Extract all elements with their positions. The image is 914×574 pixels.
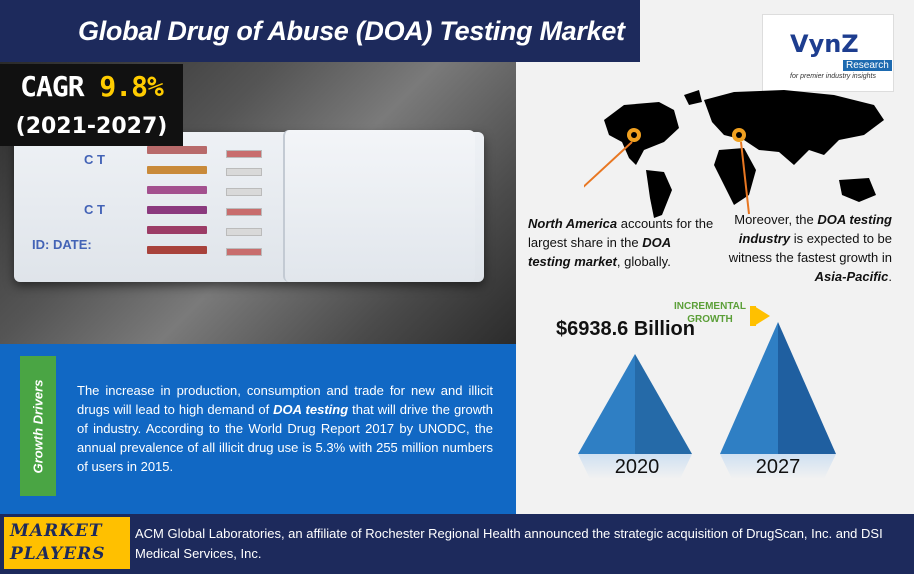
na-text-1: accounts for the largest share in the <box>528 216 714 250</box>
market-players-box <box>4 517 130 569</box>
cagr-prefix: CAGR <box>20 70 84 103</box>
growth-triangles <box>578 322 836 479</box>
triangle-2020 <box>578 354 692 479</box>
incremental-arrow-base <box>750 306 756 326</box>
cassette-mark: C T <box>84 202 105 217</box>
cagr-period: (2021-2027) <box>15 114 168 139</box>
test-line <box>226 168 262 176</box>
reagent-strip <box>147 206 207 214</box>
test-line <box>226 228 262 236</box>
na-text-2: , globally. <box>616 254 671 269</box>
market-players-bar <box>0 514 914 574</box>
growth-drivers-panel <box>0 344 516 514</box>
ap-text-1: Moreover, the <box>734 212 818 227</box>
test-line <box>226 188 262 196</box>
growth-text-b: that will drive the growth of industry. … <box>77 402 493 474</box>
vynz-logo <box>762 14 894 92</box>
cagr-heading: CAGR 9.8% <box>0 70 183 103</box>
reagent-strip <box>147 146 207 154</box>
cassette-mark: C T <box>84 152 105 167</box>
logo-brand: VynZ <box>790 30 859 58</box>
logo-tagline: for premier industry insights <box>790 73 876 80</box>
growth-drivers-label-wrap: Growth Drivers <box>20 356 56 496</box>
ap-text-2: is expected to be witness the fastest gr… <box>728 231 892 265</box>
growth-drivers-label: Growth Drivers <box>30 379 46 473</box>
growth-drivers-text: The increase in production, consumption … <box>77 381 493 476</box>
market-players-description: ACM Global Laboratories, an affiliate of… <box>135 526 883 561</box>
growth-text-a: The increase in production, consumption … <box>77 383 493 417</box>
cassette-id-mark: ID: DATE: <box>32 237 92 252</box>
north-america-note: North America accounts for the largest s… <box>528 214 714 271</box>
growth-drivers-tab <box>20 356 56 496</box>
test-line <box>226 208 262 216</box>
page-title: Global Drug of Abuse (DOA) Testing Marke… <box>78 15 625 46</box>
year-end: 2027 <box>755 456 801 478</box>
reagent-strip <box>147 246 207 254</box>
triangle-2027 <box>720 322 836 479</box>
na-bold-market: DOA testing market <box>528 235 671 269</box>
cagr-value: 9.8% <box>99 70 163 103</box>
reagent-strip <box>147 226 207 234</box>
test-line <box>226 150 262 158</box>
logo-sub: Research <box>843 60 892 71</box>
ap-text-3: . <box>888 269 892 284</box>
ap-bold-region: Asia-Pacific <box>814 269 889 284</box>
test-line <box>226 248 262 256</box>
market-value: $6938.6 Billion <box>556 318 695 340</box>
reagent-strip <box>147 186 207 194</box>
ap-bold-industry: DOA testing industry <box>738 212 892 246</box>
asia-pacific-note: Moreover, the DOA testing industry is ex… <box>718 210 892 286</box>
year-start: 2020 <box>614 456 660 478</box>
cagr-box <box>0 64 183 146</box>
incremental-growth-label: INCREMENTAL GROWTH <box>673 301 747 325</box>
na-bold-region: North America <box>528 216 618 231</box>
incremental-arrow-icon <box>754 306 770 326</box>
title-banner: Global Drug of Abuse (DOA) Testing Marke… <box>0 0 640 62</box>
growth-text-bold: DOA testing <box>273 402 349 417</box>
market-players-label: MARKET PLAYERS <box>10 521 106 564</box>
reagent-strip <box>147 166 207 174</box>
cassette-sample-window <box>283 130 475 282</box>
world-map <box>584 90 884 218</box>
